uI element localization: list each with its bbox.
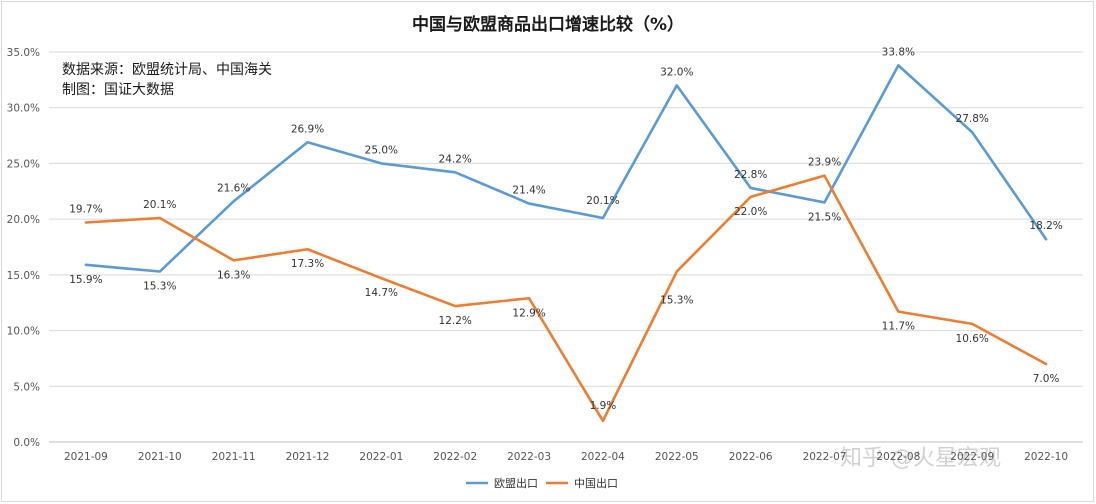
chart-title: 中国与欧盟商品出口增速比较（%） xyxy=(411,15,685,35)
data-label: 33.8% xyxy=(882,46,915,58)
data-label: 32.0% xyxy=(660,66,693,78)
x-tick-label: 2022-05 xyxy=(655,451,699,463)
y-tick-label: 5.0% xyxy=(13,381,40,393)
data-label: 27.8% xyxy=(956,113,989,125)
data-label: 26.9% xyxy=(291,123,324,135)
y-tick-label: 20.0% xyxy=(7,214,40,226)
data-label: 7.0% xyxy=(1033,373,1060,385)
data-label: 22.8% xyxy=(734,169,767,181)
y-tick-label: 15.0% xyxy=(7,270,40,282)
data-label: 11.7% xyxy=(882,321,915,333)
data-label: 22.0% xyxy=(734,206,767,218)
data-label: 15.3% xyxy=(660,295,693,307)
data-label: 16.3% xyxy=(217,269,250,281)
data-label: 20.1% xyxy=(586,195,619,207)
x-tick-label: 2022-08 xyxy=(876,451,920,463)
data-label: 14.7% xyxy=(365,287,398,299)
x-tick-label: 2022-07 xyxy=(803,451,847,463)
x-tick-label: 2021-10 xyxy=(138,451,182,463)
data-label: 21.4% xyxy=(512,185,545,197)
data-label: 25.0% xyxy=(365,144,398,156)
series-line-china xyxy=(84,174,1048,423)
data-label: 10.6% xyxy=(956,333,989,345)
legend-label: 中国出口 xyxy=(574,476,618,490)
legend-label: 欧盟出口 xyxy=(494,476,538,490)
x-tick-label: 2022-02 xyxy=(433,451,477,463)
data-label: 20.1% xyxy=(143,199,176,211)
y-tick-label: 35.0% xyxy=(7,47,40,59)
data-source-note: 数据来源：欧盟统计局、中国海关 xyxy=(62,62,272,78)
y-tick-label: 10.0% xyxy=(7,326,40,338)
y-tick-label: 0.0% xyxy=(13,437,40,449)
x-tick-label: 2022-04 xyxy=(581,451,625,463)
x-tick-label: 2022-06 xyxy=(729,451,773,463)
data-label: 12.9% xyxy=(512,307,545,319)
data-label: 15.3% xyxy=(143,281,176,293)
data-label: 1.9% xyxy=(590,400,617,412)
watermark: 知乎 @火星宏观 xyxy=(840,446,1001,471)
data-label: 15.9% xyxy=(69,274,102,286)
series-line-eu xyxy=(84,64,1048,273)
data-label: 12.2% xyxy=(439,315,472,327)
data-label: 21.6% xyxy=(217,182,250,194)
data-label: 21.5% xyxy=(808,211,841,223)
x-tick-label: 2022-01 xyxy=(359,451,403,463)
x-tick-label: 2021-12 xyxy=(286,451,330,463)
x-tick-label: 2022-03 xyxy=(507,451,551,463)
data-label: 17.3% xyxy=(291,258,324,270)
credit-note: 制图：国证大数据 xyxy=(62,82,174,98)
x-tick-label: 2021-09 xyxy=(64,451,108,463)
data-label: 18.2% xyxy=(1029,220,1062,232)
x-tick-label: 2022-10 xyxy=(1024,451,1068,463)
data-label: 23.9% xyxy=(808,157,841,169)
x-tick-label: 2021-11 xyxy=(212,451,256,463)
data-label: 19.7% xyxy=(69,203,102,215)
data-label: 24.2% xyxy=(439,153,472,165)
y-tick-label: 25.0% xyxy=(7,158,40,170)
x-tick-label: 2022-09 xyxy=(950,451,994,463)
y-tick-label: 30.0% xyxy=(7,103,40,115)
